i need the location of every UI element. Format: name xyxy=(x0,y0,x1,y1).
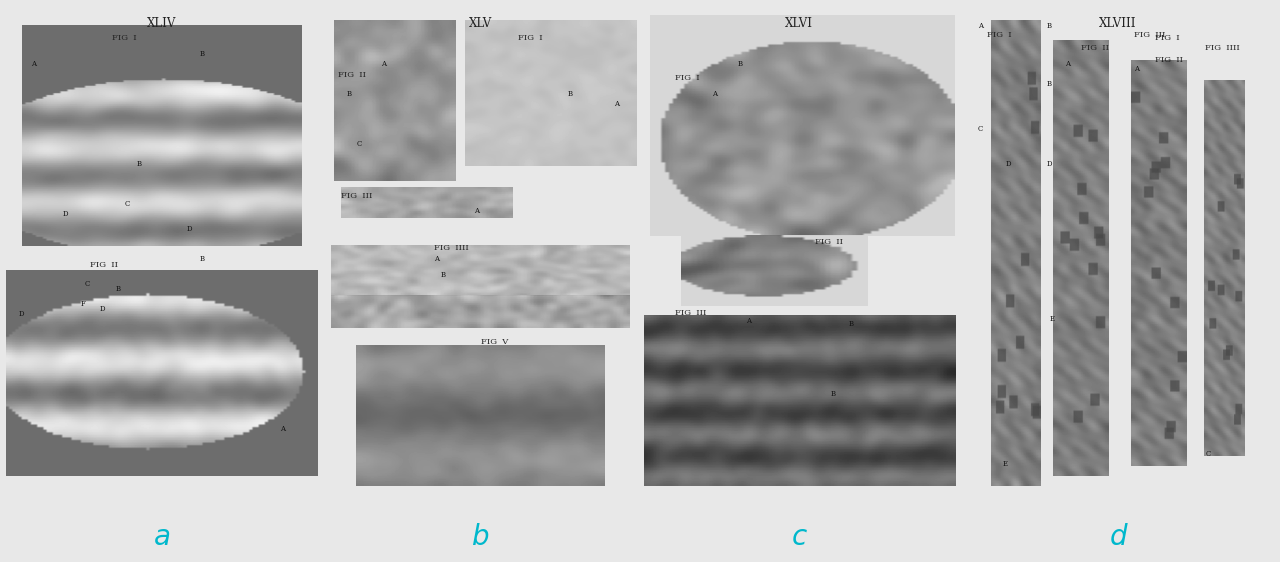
Text: A: A xyxy=(475,207,480,215)
Text: FIG  II: FIG II xyxy=(91,261,118,269)
Text: FIG  III: FIG III xyxy=(340,192,372,200)
Text: XLIV: XLIV xyxy=(147,17,177,30)
Text: A: A xyxy=(434,255,439,262)
Text: FIG  I: FIG I xyxy=(113,34,137,42)
Text: FIG  II: FIG II xyxy=(1156,56,1184,64)
Text: B: B xyxy=(1047,80,1052,88)
Text: D: D xyxy=(100,305,105,312)
Text: B: B xyxy=(347,90,352,98)
Text: E: E xyxy=(1004,460,1007,468)
Text: FIG  I: FIG I xyxy=(518,34,543,42)
Text: FIG  II: FIG II xyxy=(338,71,366,79)
Text: D: D xyxy=(19,310,24,318)
Text: B: B xyxy=(831,390,836,398)
Text: A: A xyxy=(978,22,983,30)
Text: B: B xyxy=(200,255,205,262)
Text: B: B xyxy=(568,90,572,98)
Text: A: A xyxy=(280,425,285,433)
Text: D: D xyxy=(63,210,68,217)
Text: C: C xyxy=(124,200,129,208)
Text: d: d xyxy=(1110,523,1126,551)
Text: A: A xyxy=(1065,60,1070,67)
Text: A: A xyxy=(746,317,751,325)
Text: F: F xyxy=(81,300,86,308)
Text: C: C xyxy=(1206,450,1211,458)
Text: FIG  III: FIG III xyxy=(1134,31,1165,39)
Text: FIG  III: FIG III xyxy=(675,309,707,317)
Text: B: B xyxy=(1047,22,1052,30)
Text: FIG  V: FIG V xyxy=(481,338,508,346)
Text: C: C xyxy=(978,125,983,133)
Text: A: A xyxy=(31,60,36,67)
Text: FIG  II: FIG II xyxy=(1080,44,1108,52)
Text: E: E xyxy=(1050,315,1055,323)
Text: XLVI: XLVI xyxy=(786,17,813,30)
Text: FIG  I: FIG I xyxy=(987,31,1012,39)
Text: FIG  I: FIG I xyxy=(675,74,700,82)
Text: D: D xyxy=(1047,160,1052,167)
Text: B: B xyxy=(440,271,445,279)
Text: FIG  IIII: FIG IIII xyxy=(1206,44,1240,52)
Text: C: C xyxy=(84,280,90,288)
Text: XLV: XLV xyxy=(468,17,493,30)
Text: c: c xyxy=(792,523,806,551)
Text: A: A xyxy=(712,90,717,98)
Text: B: B xyxy=(115,285,120,293)
Text: D: D xyxy=(187,225,192,233)
Text: A: A xyxy=(381,60,387,67)
Text: B: B xyxy=(137,160,142,167)
Text: B: B xyxy=(200,49,205,58)
Text: A: A xyxy=(614,99,620,108)
Text: A: A xyxy=(1134,65,1139,72)
Text: XLVIII: XLVIII xyxy=(1100,17,1137,30)
Text: b: b xyxy=(472,523,489,551)
Text: FIG  II: FIG II xyxy=(815,238,844,246)
Text: B: B xyxy=(737,60,742,67)
Text: C: C xyxy=(356,140,361,148)
Text: a: a xyxy=(154,523,170,551)
Text: B: B xyxy=(849,320,854,328)
Text: FIG  I: FIG I xyxy=(1156,34,1180,42)
Text: D: D xyxy=(1006,160,1011,167)
Text: FIG  IIII: FIG IIII xyxy=(434,244,468,252)
